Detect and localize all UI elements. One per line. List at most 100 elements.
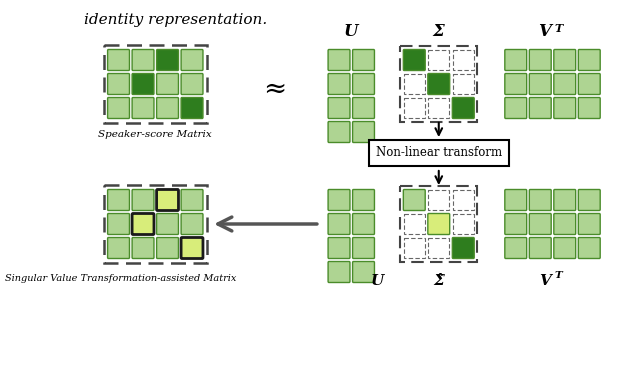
FancyBboxPatch shape [529, 213, 551, 235]
Text: Σ̂: Σ̂ [433, 274, 444, 288]
FancyBboxPatch shape [505, 98, 527, 119]
FancyBboxPatch shape [157, 213, 179, 235]
FancyBboxPatch shape [554, 190, 576, 210]
FancyBboxPatch shape [132, 213, 154, 235]
FancyBboxPatch shape [353, 261, 374, 283]
FancyBboxPatch shape [328, 73, 350, 95]
FancyBboxPatch shape [328, 261, 350, 283]
FancyBboxPatch shape [328, 213, 350, 235]
FancyBboxPatch shape [157, 190, 179, 210]
Text: V: V [538, 24, 551, 41]
Text: Speaker-score Matrix: Speaker-score Matrix [99, 130, 212, 139]
FancyBboxPatch shape [132, 237, 154, 259]
Bar [404, 98, 425, 118]
FancyBboxPatch shape [428, 73, 450, 95]
Bar [400, 186, 477, 262]
Text: Non-linear transform: Non-linear transform [376, 147, 502, 159]
FancyBboxPatch shape [353, 237, 374, 259]
FancyBboxPatch shape [108, 237, 129, 259]
FancyBboxPatch shape [181, 213, 203, 235]
FancyBboxPatch shape [181, 190, 203, 210]
FancyBboxPatch shape [579, 237, 600, 259]
FancyBboxPatch shape [529, 237, 551, 259]
FancyBboxPatch shape [328, 190, 350, 210]
Bar [452, 74, 474, 94]
Text: U: U [344, 24, 358, 41]
FancyArrowPatch shape [435, 171, 442, 183]
Bar [428, 98, 449, 118]
FancyBboxPatch shape [353, 213, 374, 235]
FancyBboxPatch shape [529, 190, 551, 210]
Bar [104, 185, 207, 263]
Bar [404, 214, 425, 234]
FancyBboxPatch shape [529, 49, 551, 71]
Bar [104, 45, 207, 123]
Bar [404, 238, 425, 258]
Bar [428, 50, 449, 70]
FancyBboxPatch shape [403, 49, 425, 71]
FancyBboxPatch shape [554, 237, 576, 259]
FancyBboxPatch shape [108, 190, 129, 210]
Bar [404, 74, 425, 94]
FancyBboxPatch shape [505, 49, 527, 71]
FancyBboxPatch shape [181, 237, 203, 259]
FancyBboxPatch shape [505, 190, 527, 210]
FancyBboxPatch shape [132, 190, 154, 210]
FancyBboxPatch shape [328, 237, 350, 259]
Text: V: V [539, 274, 551, 288]
FancyBboxPatch shape [529, 73, 551, 95]
Bar [428, 190, 449, 210]
FancyBboxPatch shape [554, 98, 576, 119]
FancyBboxPatch shape [554, 49, 576, 71]
FancyBboxPatch shape [579, 49, 600, 71]
Bar [452, 50, 474, 70]
FancyBboxPatch shape [353, 49, 374, 71]
FancyBboxPatch shape [529, 98, 551, 119]
FancyBboxPatch shape [554, 73, 576, 95]
FancyBboxPatch shape [403, 190, 425, 210]
FancyBboxPatch shape [157, 237, 179, 259]
Text: identity representation.: identity representation. [84, 13, 267, 27]
FancyBboxPatch shape [328, 98, 350, 119]
FancyBboxPatch shape [452, 98, 474, 119]
FancyBboxPatch shape [505, 213, 527, 235]
FancyBboxPatch shape [579, 98, 600, 119]
FancyBboxPatch shape [328, 49, 350, 71]
FancyBboxPatch shape [181, 237, 203, 259]
FancyBboxPatch shape [353, 122, 374, 142]
FancyBboxPatch shape [505, 237, 527, 259]
FancyBboxPatch shape [428, 213, 450, 235]
FancyBboxPatch shape [132, 213, 154, 235]
FancyBboxPatch shape [505, 73, 527, 95]
FancyBboxPatch shape [181, 73, 203, 95]
FancyBboxPatch shape [132, 98, 154, 119]
Text: Singular Value Transformation-assisted Matrix: Singular Value Transformation-assisted M… [4, 274, 236, 283]
FancyBboxPatch shape [157, 98, 179, 119]
FancyBboxPatch shape [157, 49, 179, 71]
FancyBboxPatch shape [132, 49, 154, 71]
FancyBboxPatch shape [353, 98, 374, 119]
FancyBboxPatch shape [132, 73, 154, 95]
FancyBboxPatch shape [108, 73, 129, 95]
FancyBboxPatch shape [554, 213, 576, 235]
Text: T: T [554, 271, 562, 280]
FancyBboxPatch shape [157, 190, 179, 210]
FancyBboxPatch shape [452, 237, 474, 259]
Bar [452, 190, 474, 210]
Bar [369, 140, 509, 166]
FancyArrowPatch shape [435, 123, 442, 135]
FancyBboxPatch shape [108, 213, 129, 235]
FancyBboxPatch shape [579, 73, 600, 95]
FancyBboxPatch shape [108, 49, 129, 71]
Text: ≈: ≈ [262, 76, 286, 103]
FancyBboxPatch shape [181, 49, 203, 71]
FancyBboxPatch shape [579, 190, 600, 210]
FancyBboxPatch shape [353, 190, 374, 210]
FancyBboxPatch shape [579, 213, 600, 235]
FancyBboxPatch shape [181, 98, 203, 119]
Text: T: T [554, 22, 563, 34]
FancyBboxPatch shape [157, 73, 179, 95]
Bar [428, 238, 449, 258]
Text: U: U [371, 274, 384, 288]
Bar [452, 214, 474, 234]
